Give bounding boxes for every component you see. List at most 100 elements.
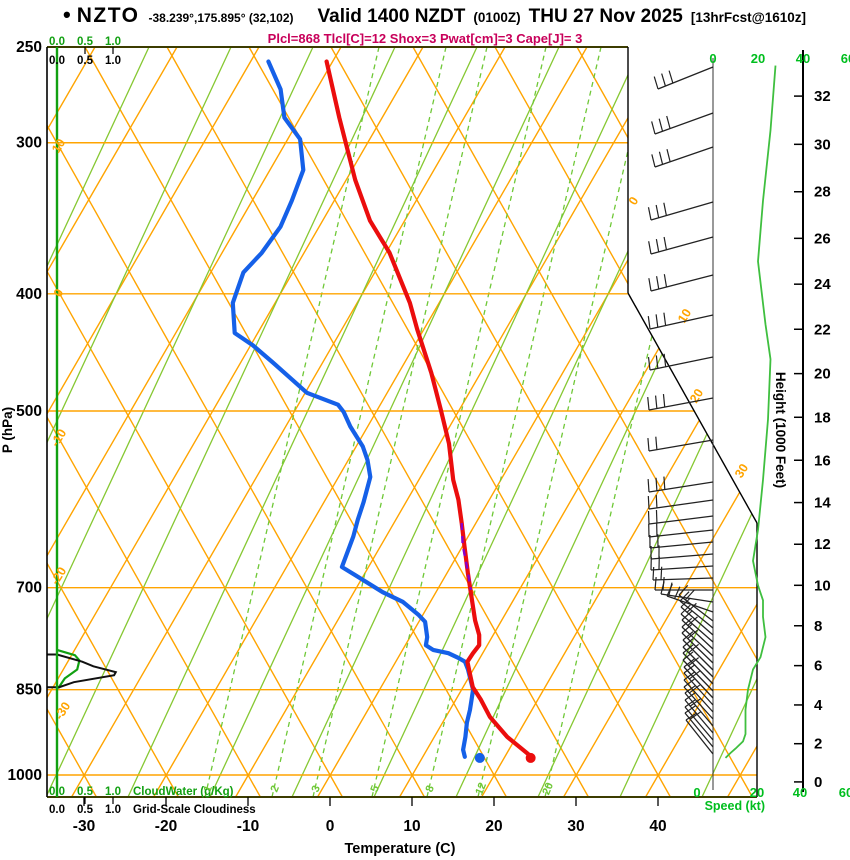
svg-text:2: 2: [269, 784, 282, 794]
svg-text:18: 18: [814, 409, 831, 426]
svg-text:22: 22: [814, 321, 831, 338]
svg-text:700: 700: [16, 580, 42, 597]
svg-text:500: 500: [16, 403, 42, 420]
wind-barb: [647, 494, 714, 510]
valid-time: Valid 1400 NZDT: [317, 6, 466, 27]
svg-text:0: 0: [709, 51, 716, 66]
svg-text:40: 40: [649, 818, 666, 835]
svg-text:10: 10: [49, 136, 68, 155]
svg-text:8: 8: [814, 618, 822, 635]
cloudiness-scale-label: Grid-Scale Cloudiness: [133, 804, 256, 816]
svg-text:Height (1000 Feet): Height (1000 Feet): [773, 372, 788, 488]
wind-barb: [681, 624, 714, 664]
wind-barb: [647, 394, 714, 411]
svg-text:-30: -30: [73, 818, 95, 835]
wind-barb: [652, 566, 714, 581]
svg-text:-10: -10: [237, 818, 259, 835]
wind-barb: [678, 584, 714, 622]
svg-text:1: 1: [202, 784, 215, 794]
upper-right-boundary: [627, 292, 758, 524]
wind-barb: [648, 274, 714, 292]
wind-barb: [647, 509, 714, 525]
forecast-lead: [13hrFcst@1610z]: [690, 10, 807, 25]
svg-text:2: 2: [814, 736, 822, 753]
sounding-profiles: [47, 59, 536, 763]
wind-barb: [681, 610, 714, 650]
wind-barb: [647, 353, 714, 371]
wind-barb: [684, 691, 714, 734]
svg-text:-30: -30: [52, 699, 73, 722]
wind-barb: [683, 671, 714, 713]
wind-barb: [647, 312, 714, 330]
surface-temperature-dot: [525, 752, 536, 763]
wind-barb: [684, 705, 714, 748]
svg-text:0.5: 0.5: [77, 786, 94, 798]
speed-axis: 00202040406060Speed (kt): [693, 51, 850, 813]
svg-text:32: 32: [814, 88, 831, 105]
svg-text:1000: 1000: [8, 767, 42, 784]
svg-text:26: 26: [814, 230, 831, 247]
plot-frame: [46, 46, 758, 804]
svg-text:10: 10: [403, 818, 420, 835]
station-coordinates: -38.239°,175.895° (32,102): [148, 11, 294, 25]
wind-barb: [682, 638, 714, 678]
cloudiness-trace: [47, 653, 118, 689]
svg-text:14: 14: [814, 495, 831, 512]
temperature-trace: [324, 59, 534, 759]
svg-text:850: 850: [16, 682, 42, 699]
svg-text:0.0: 0.0: [49, 55, 65, 67]
svg-text:30: 30: [567, 818, 584, 835]
wind-barb: [680, 597, 714, 636]
wind-barb: [685, 712, 714, 755]
wind-barb: [648, 236, 714, 255]
wind-barb: [682, 631, 714, 671]
svg-text:-20: -20: [48, 564, 69, 587]
wind-barb: [684, 684, 714, 727]
svg-text:12: 12: [814, 536, 831, 553]
cloud-water-trace: [56, 648, 81, 690]
wind-barbs: [647, 66, 714, 755]
cloudwater-scale-label: CloudWater (g/Kg): [133, 786, 234, 798]
svg-text:P (hPa): P (hPa): [0, 407, 15, 453]
svg-text:400: 400: [16, 286, 42, 303]
svg-text:0.5: 0.5: [77, 36, 94, 48]
wind-barb: [647, 201, 714, 221]
wind-barb: [681, 617, 714, 657]
surface-dewpoint-dot: [474, 752, 485, 763]
svg-text:10: 10: [814, 577, 831, 594]
wind-barb: [647, 436, 714, 452]
svg-text:30: 30: [732, 461, 751, 480]
wind-barb: [683, 658, 714, 699]
wind-barb: [683, 664, 714, 706]
svg-text:1.0: 1.0: [105, 36, 121, 48]
svg-text:1.0: 1.0: [105, 804, 121, 816]
svg-text:6: 6: [814, 658, 822, 675]
cloud-scales: 0.0 0.0 0.0 0.0 0.5 0.5 0.5 0.5 1.0 1.0 1.0 1.0 Clou…: [49, 36, 256, 816]
wind-barb: [648, 523, 714, 538]
svg-text:40: 40: [796, 51, 810, 66]
parcel-trace: [460, 523, 473, 591]
svg-text:28: 28: [814, 184, 831, 201]
wind-barb: [683, 678, 714, 720]
svg-text:20: 20: [750, 785, 764, 800]
svg-text:20: 20: [540, 781, 556, 797]
wind-barb: [679, 591, 714, 629]
wind-barb: [682, 644, 714, 685]
svg-text:60: 60: [841, 51, 850, 66]
svg-text:12: 12: [473, 781, 489, 797]
svg-text:0.5: 0.5: [77, 804, 94, 816]
station-id: NZTO: [76, 4, 140, 27]
svg-text:4: 4: [814, 697, 823, 714]
svg-text:0: 0: [814, 774, 822, 791]
svg-text:20: 20: [751, 51, 765, 66]
wind-barb: [682, 651, 714, 692]
svg-text:5: 5: [369, 784, 382, 794]
chart-title: • NZTO -38.239°,175.895° (32,102) Valid …: [63, 2, 806, 28]
wind-barb: [651, 146, 714, 168]
wind-barb: [650, 545, 714, 560]
wind-barb: [680, 604, 714, 643]
svg-text:24: 24: [814, 276, 831, 293]
svg-text:20: 20: [485, 818, 502, 835]
